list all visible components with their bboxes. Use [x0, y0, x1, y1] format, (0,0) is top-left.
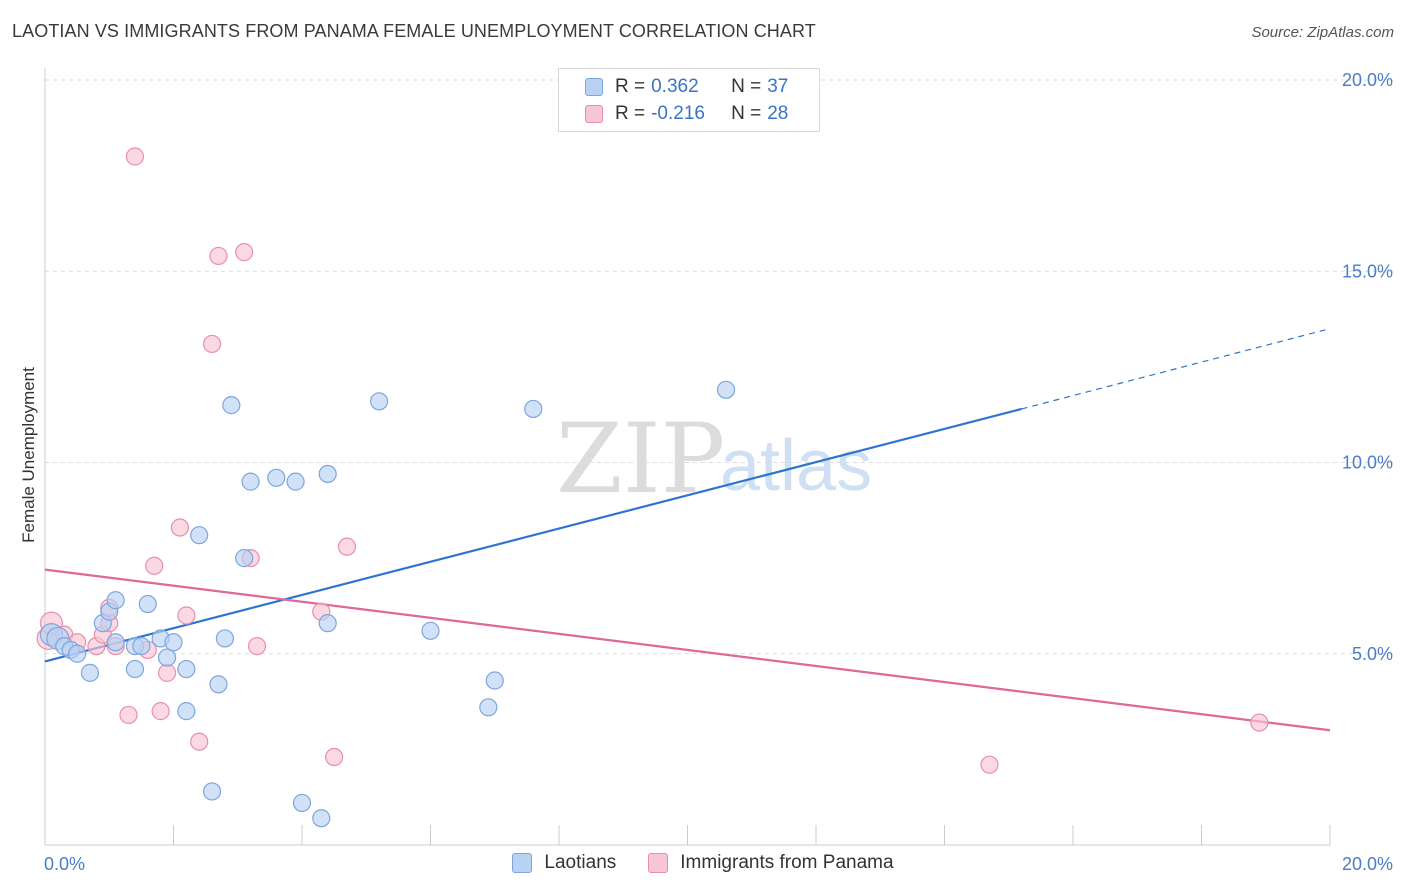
panama-point — [1250, 713, 1269, 732]
laotians-point — [421, 621, 440, 640]
laotians-point — [157, 648, 177, 667]
laotians-point — [177, 659, 196, 679]
x-tick-label-end: 20.0% — [1342, 854, 1393, 874]
legend-r-value: -0.216 — [651, 103, 705, 124]
laotians-point — [370, 392, 389, 411]
panama-point — [170, 518, 190, 537]
laotians-trend-line — [44, 407, 1022, 663]
legend-row-panama: R = -0.216 N = 28 — [585, 102, 788, 126]
axes — [44, 68, 1331, 846]
watermark-atlas: atlas — [720, 426, 872, 506]
laotians-point — [524, 399, 543, 419]
legend-n-label: N = — [731, 76, 762, 97]
laotians-point — [286, 472, 305, 491]
laotians-point — [716, 380, 736, 399]
laotians-point — [106, 591, 125, 610]
legend-n-label: N = — [731, 103, 762, 124]
y-tick-label: 15.0% — [1342, 261, 1393, 281]
laotians-point — [202, 782, 222, 801]
tick-labels: 5.0% 10.0% 15.0% 20.0% 0.0% 20.0% — [44, 70, 1393, 874]
laotians-point — [318, 614, 337, 633]
chart-title: LAOTIAN VS IMMIGRANTS FROM PANAMA FEMALE… — [12, 21, 816, 41]
panama-point — [177, 606, 196, 625]
series-name-laotians: Laotians — [544, 852, 617, 873]
grid-lines — [45, 79, 1395, 655]
laotians-point — [68, 644, 87, 663]
panama-point — [145, 556, 164, 575]
laotians-point — [292, 793, 312, 813]
laotians-point — [80, 663, 100, 682]
series-legend: Laotians Immigrants from Panama — [0, 852, 1406, 874]
panama-point — [325, 747, 344, 767]
source-credit: Source: ZipAtlas.com — [1251, 24, 1394, 41]
legend-n-value: 28 — [767, 103, 789, 124]
series-swatch-pink — [648, 853, 669, 873]
y-tick-label: 10.0% — [1342, 453, 1393, 473]
correlation-legend: R = 0.362 N = 37 R = -0.216 N = 28 — [558, 68, 820, 132]
laotians-point — [241, 472, 260, 491]
laotians-point — [190, 526, 209, 545]
panama-point — [202, 334, 222, 354]
laotians-point — [485, 671, 504, 690]
panama-point — [190, 732, 209, 751]
panama-point — [157, 663, 177, 682]
series-legend-laotians: Laotians — [512, 852, 616, 874]
panama-point — [209, 246, 228, 266]
watermark: ZIP atlas — [556, 403, 872, 515]
panama-point — [980, 755, 999, 774]
laotians-point — [318, 464, 337, 484]
laotians-point — [177, 702, 196, 721]
laotians-point — [164, 633, 183, 652]
legend-n-value: 37 — [767, 76, 789, 97]
laotians-point — [138, 594, 157, 614]
legend-swatch-pink — [585, 105, 603, 123]
legend-r-label: R = — [615, 103, 646, 124]
laotians-point — [106, 633, 125, 652]
panama-point — [247, 636, 267, 656]
watermark-zip: ZIP — [556, 403, 725, 515]
trend-lines — [44, 328, 1331, 732]
panama-point — [337, 537, 357, 556]
legend-r-label: R = — [615, 76, 646, 97]
laotians-point — [209, 675, 228, 694]
laotians-point — [132, 636, 151, 656]
laotians-point — [267, 468, 286, 487]
laotians-point — [125, 659, 145, 679]
laotians-point — [215, 629, 234, 648]
series-swatch-blue — [512, 853, 533, 873]
data-points — [36, 147, 1269, 828]
laotians-trend-extension — [1021, 328, 1331, 410]
legend-swatch-blue — [585, 78, 603, 96]
y-axis-title: Female Unemployment — [19, 367, 38, 543]
x-tick-label-start: 0.0% — [44, 854, 85, 874]
legend-r-value: 0.362 — [651, 76, 699, 97]
laotians-point — [312, 809, 331, 828]
panama-point — [151, 702, 170, 721]
series-legend-panama: Immigrants from Panama — [648, 852, 894, 874]
panama-trend-line — [44, 568, 1331, 732]
y-tick-label: 5.0% — [1352, 644, 1393, 664]
y-tick-label: 20.0% — [1342, 70, 1393, 90]
laotians-point — [222, 396, 241, 415]
panama-point — [125, 147, 145, 166]
panama-point — [119, 705, 138, 725]
legend-row-laotians: R = 0.362 N = 37 — [585, 75, 788, 99]
panama-point — [235, 243, 254, 262]
laotians-point — [235, 549, 254, 568]
laotians-point — [479, 698, 498, 717]
series-name-panama: Immigrants from Panama — [680, 852, 894, 873]
